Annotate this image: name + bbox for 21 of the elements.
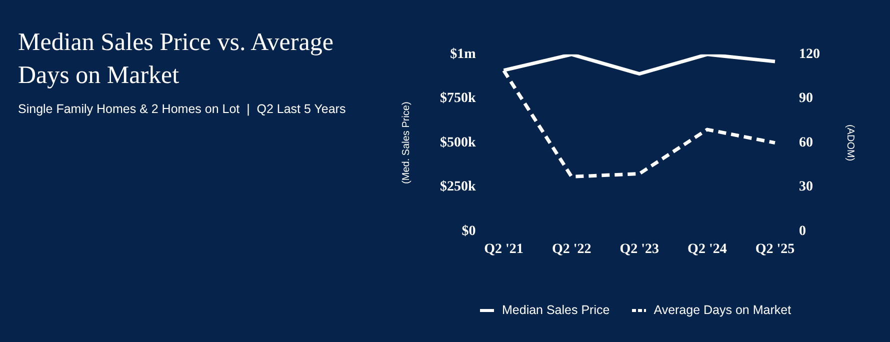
x-tick-label: Q2 '25 xyxy=(755,242,795,258)
x-tick-label: Q2 '21 xyxy=(484,242,524,258)
y-tick-label: $1m xyxy=(450,47,476,62)
legend-label: Average Days on Market xyxy=(654,303,792,317)
x-tick-label: Q2 '23 xyxy=(620,242,660,258)
x-tick-label: Q2 '24 xyxy=(688,242,727,258)
y2-tick-label: 30 xyxy=(799,180,813,195)
y2-tick-label: 60 xyxy=(799,135,813,150)
y-tick-label: $0 xyxy=(462,224,476,239)
text: Single Family Homes & 2 Homes on Lot | Q2 Last 5 Years xyxy=(18,102,346,116)
text: Median Sales Price vs. Average Days on Market xyxy=(18,28,334,91)
y-tick-label: $500k xyxy=(440,135,476,150)
y2-tick-label: 120 xyxy=(799,47,820,62)
x-tick-label: Q2 '22 xyxy=(552,242,592,258)
y-tick-label: $750k xyxy=(440,91,476,106)
legend-label: Median Sales Price xyxy=(502,303,610,317)
y2-tick-label: 90 xyxy=(799,91,813,106)
y-tick-label: $250k xyxy=(440,180,476,195)
y2-axis-title: (ADOM) xyxy=(844,124,856,162)
y2-tick-label: 0 xyxy=(799,224,806,239)
y-axis-title: (Med. Sales Price) xyxy=(400,102,412,184)
